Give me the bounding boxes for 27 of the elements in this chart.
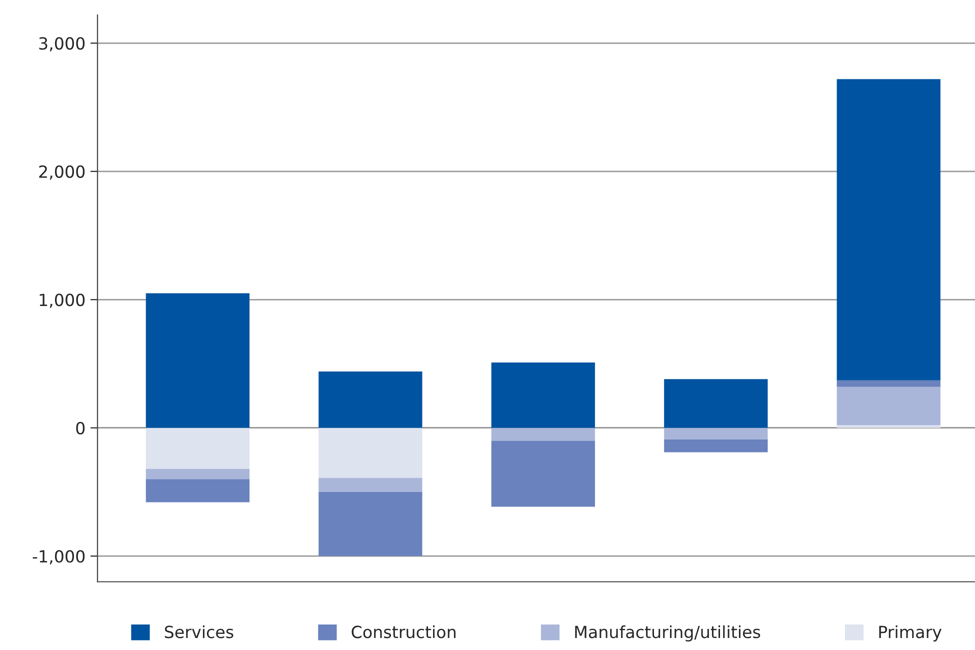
bar xyxy=(664,428,768,440)
bar xyxy=(836,386,940,426)
bar xyxy=(664,439,768,452)
bar xyxy=(318,478,422,492)
bar xyxy=(146,293,250,428)
bar xyxy=(491,362,595,428)
bar xyxy=(146,428,250,469)
y-tick-label: 0 xyxy=(76,422,85,434)
y-tick-label: 3,000 xyxy=(39,37,85,52)
bar xyxy=(318,428,422,478)
bar xyxy=(491,428,595,441)
legend-label: Manufacturing/utilities xyxy=(575,625,760,642)
legend-label: Services xyxy=(164,625,234,638)
bar xyxy=(836,79,940,380)
bar xyxy=(146,479,250,502)
bar xyxy=(664,379,768,428)
legend-label: Primary xyxy=(879,625,942,642)
bar xyxy=(318,492,422,556)
legend-label: Construction xyxy=(352,625,456,638)
bar xyxy=(491,440,595,507)
y-tick-label: 2,000 xyxy=(39,165,85,180)
bar xyxy=(836,425,940,428)
y-tick-label: -1,000 xyxy=(32,550,85,564)
y-tick-label: 1,000 xyxy=(40,294,85,308)
bar xyxy=(146,468,250,480)
bar xyxy=(836,380,940,387)
bar xyxy=(318,371,422,428)
